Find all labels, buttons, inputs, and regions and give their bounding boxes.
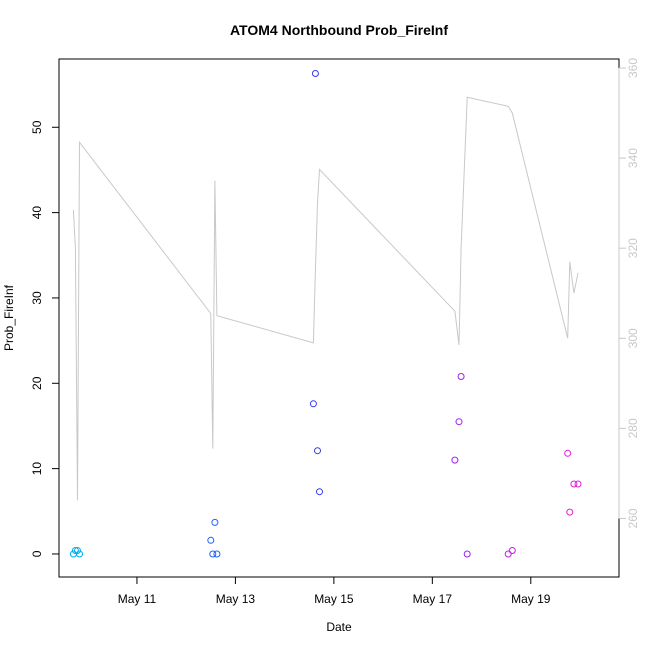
- data-point-2: [71, 547, 79, 554]
- y-axis: 0 10 20 30 40 50: [30, 120, 60, 557]
- data-point-20: [566, 508, 574, 516]
- y-tick-label: 30: [30, 291, 44, 305]
- data-point-7: [211, 518, 219, 526]
- data-point-16: [463, 550, 471, 558]
- data-point-17: [504, 550, 512, 558]
- y2-axis: 260 280 300 320 340 360: [618, 58, 640, 528]
- data-point-10: [311, 70, 319, 77]
- data-point-19: [564, 449, 572, 457]
- y-tick-label: 10: [30, 462, 44, 476]
- x-tick-label: May 15: [314, 592, 354, 606]
- y-tick-label: 40: [30, 206, 44, 220]
- y2-tick-label: 260: [626, 508, 640, 528]
- data-point-1: [69, 550, 77, 558]
- y2-tick-label: 360: [626, 58, 640, 78]
- x-tick-label: May 13: [216, 592, 256, 606]
- x-tick-label: May 19: [511, 592, 551, 606]
- data-point-3: [74, 547, 81, 554]
- data-point-12: [316, 488, 323, 496]
- data-point-11: [314, 447, 321, 455]
- data-point-22: [574, 480, 582, 488]
- chart-title: ATOM4 Northbound Prob_FireInf: [230, 22, 448, 38]
- y2-tick-label: 340: [626, 148, 640, 168]
- x-axis: May 11 May 13 May 15 May 17 May 19: [118, 576, 551, 606]
- line-series-layer: [72, 96, 579, 501]
- y-tick-label: 0: [30, 550, 44, 557]
- y-axis-label: Prob_FireInf: [2, 284, 16, 351]
- data-point-15: [457, 373, 465, 380]
- data-point-13: [451, 456, 459, 464]
- data-point-6: [209, 550, 217, 558]
- y-tick-label: 20: [30, 376, 44, 390]
- y-tick-label: 50: [30, 120, 44, 134]
- x-axis-label: Date: [326, 620, 352, 634]
- plot-frame: [58, 58, 620, 578]
- x-tick-label: May 11: [118, 592, 157, 606]
- data-point-14: [455, 418, 463, 426]
- data-point-21: [570, 480, 578, 488]
- data-point-18: [508, 547, 516, 554]
- y2-tick-label: 280: [626, 418, 640, 438]
- data-point-4: [76, 550, 83, 558]
- points-layer: [69, 70, 582, 558]
- data-point-8: [213, 550, 221, 558]
- y2-tick-label: 300: [626, 328, 640, 348]
- data-point-9: [309, 400, 317, 408]
- line-series: [72, 96, 579, 501]
- x-tick-label: May 17: [413, 592, 453, 606]
- y2-tick-label: 320: [626, 238, 640, 258]
- data-point-5: [207, 536, 215, 544]
